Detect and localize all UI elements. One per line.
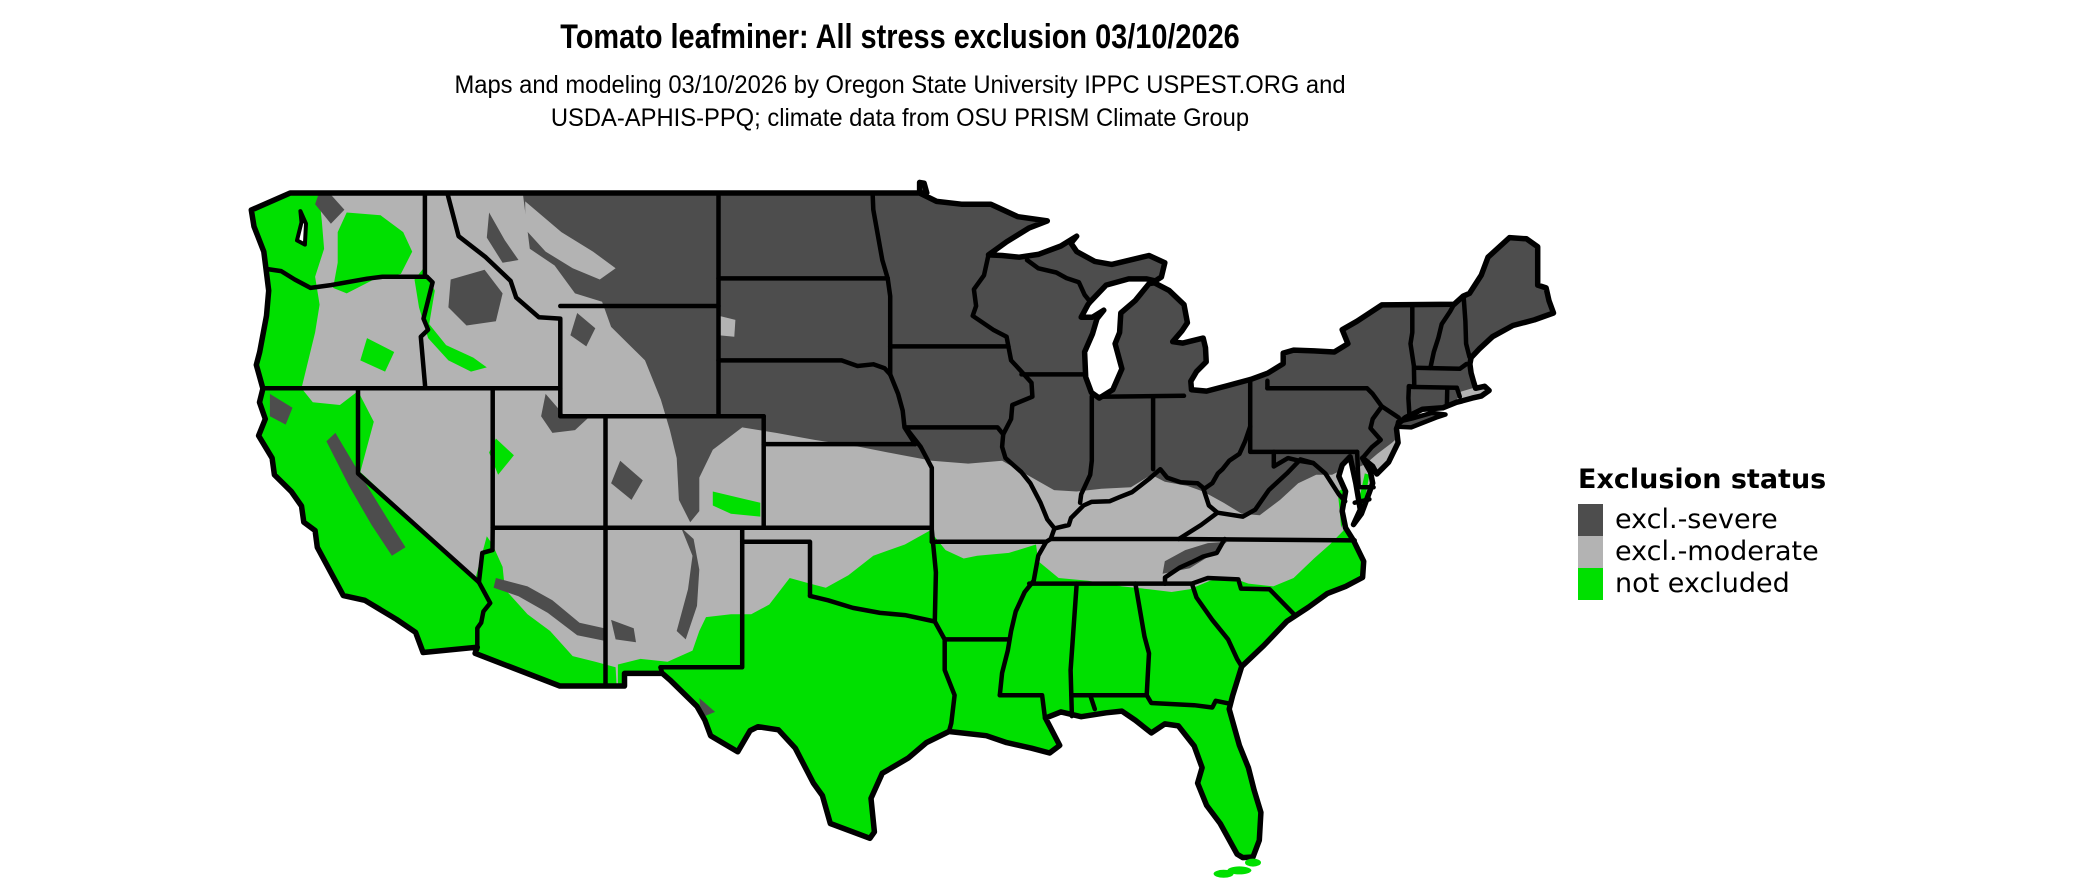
state-border [1024,257,1093,305]
state-border [1247,424,1277,469]
map-region-green-west-utah [489,438,514,475]
state-border [1412,361,1469,372]
page-subtitle: Maps and modeling 03/10/2026 by Oregon S… [235,69,1565,135]
state-border [476,525,495,585]
legend-swatch-not_excluded [1578,568,1603,600]
state-border [903,425,1006,437]
state-border [1097,393,1187,399]
state-border [1271,455,1348,504]
state-border [263,266,430,291]
map-region-severe-absaroka [570,313,596,347]
state-border [997,539,1049,698]
map-region-severe-west-colorado [611,460,643,500]
state-border [1144,692,1232,710]
state-border [445,190,563,419]
state-border [1052,424,1253,531]
legend-item-label: not excluded [1615,568,1790,599]
map-region-severe-uinta [541,393,589,433]
map-border-layer [248,179,1557,861]
subtitle-line-2: USDA-APHIS-PPQ; climate data from OSU PR… [550,104,1250,132]
state-border [997,692,1048,721]
legend-item-moderate: excl.-moderate [1578,536,1826,568]
map-region-severe-mogollon [493,578,605,641]
state-border [1087,692,1098,712]
florida-keys-dot [1245,858,1261,867]
map-region-green-snake-plain [414,268,487,372]
state-border [970,252,1011,349]
state-border [355,386,482,585]
map-region-severe-idaho [448,269,503,326]
state-border [1162,536,1227,586]
legend-item-label: excl.-severe [1615,504,1778,535]
map-region-green-se-colorado [712,491,761,517]
state-border [1454,385,1463,399]
subtitle-line-1: Maps and modeling 03/10/2026 by Oregon S… [454,71,1346,99]
map-fill-layer [251,182,1554,858]
map-region-severe-west-montana [486,212,519,263]
state-border [475,579,493,650]
state-border [1265,386,1385,459]
state-border [1461,293,1472,360]
map-region-severe-klamath [269,393,293,425]
map-region-severe-new-mexico [676,527,700,640]
legend-item-not_excluded: not excluded [1578,568,1826,600]
state-border [807,593,938,624]
map-region-moderate-montana [525,201,616,280]
state-border [1379,404,1401,420]
legend-item-label: excl.-moderate [1615,536,1819,567]
state-border [1068,581,1079,719]
state-border [1048,536,1357,543]
state-border [1133,581,1152,698]
coastline [248,179,1557,861]
state-border [1215,457,1316,519]
state-border [418,274,435,391]
legend-items: excl.-severe excl.-moderate not excluded [1578,504,1826,600]
legend-swatch-moderate [1578,536,1603,568]
long-island-outline [1394,410,1448,430]
map-region-moderate-blackhills [718,315,736,337]
map-region-severe-sierra [326,432,406,556]
state-border [999,344,1057,545]
state-border [932,619,957,734]
map-region-green-columbia-basin [333,212,413,294]
state-border [1406,302,1417,418]
florida-keys-dot [1227,866,1252,875]
legend: Exclusion status excl.-severe excl.-moder… [1578,464,1826,600]
state-border [1428,302,1457,371]
state-border [1077,394,1095,505]
puget-sound [295,209,308,247]
map-region-severe-gila [611,619,636,643]
state-border [739,539,813,599]
state-border [658,525,745,676]
page-title: Tomato leafminer: All stress exclusion 0… [560,18,1240,56]
state-border [887,372,918,447]
state-border [1406,384,1460,390]
state-border [870,190,890,281]
header: Tomato leafminer: All stress exclusion 0… [200,18,1600,135]
state-border [1189,581,1244,669]
legend-title: Exclusion status [1578,464,1827,495]
legend-swatch-severe [1578,504,1603,536]
legend-item-severe: excl.-severe [1578,504,1826,536]
state-border [885,276,893,377]
map-region-green-se-oregon [360,338,395,372]
state-border [716,358,893,377]
